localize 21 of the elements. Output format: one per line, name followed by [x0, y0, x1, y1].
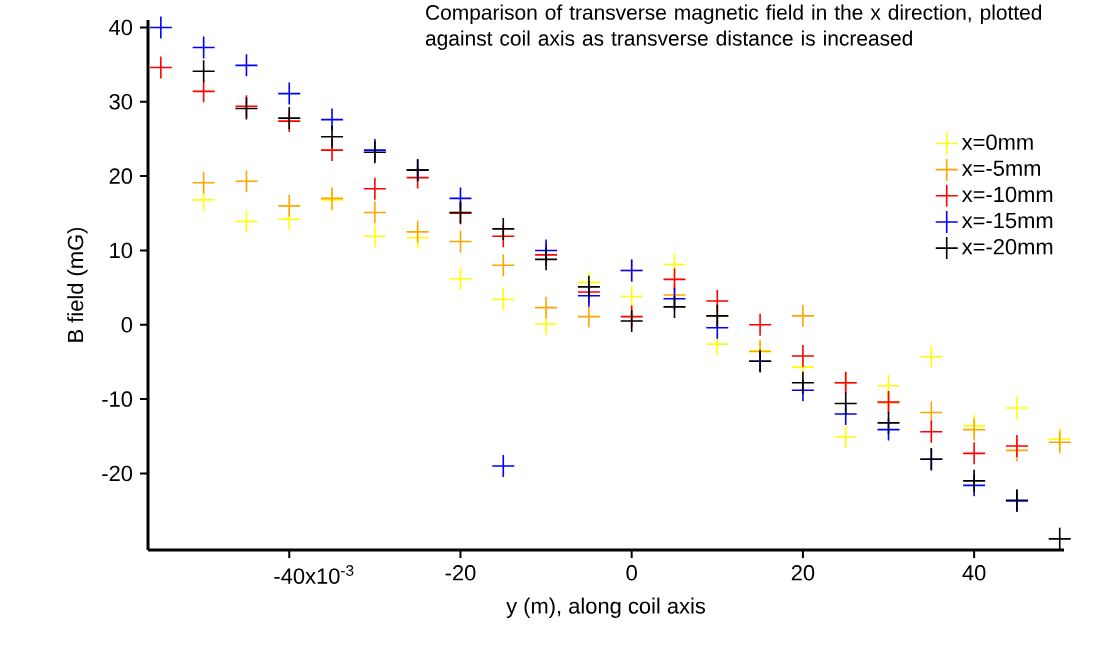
- y-tick-label: 20: [109, 168, 133, 184]
- x-tick-label: 40: [962, 565, 986, 581]
- legend-label: x=-15mm: [961, 212, 1053, 229]
- legend-label: x=-20mm: [961, 238, 1053, 255]
- y-tick-label: 30: [109, 94, 133, 110]
- x-tick-label: -20: [445, 565, 476, 581]
- y-tick-label: -20: [102, 465, 133, 482]
- legend-label: x=-5mm: [961, 160, 1041, 176]
- x-tick-label: 20: [791, 565, 815, 581]
- y-tick-label: 40: [109, 19, 133, 36]
- y-tick-label: 10: [110, 242, 133, 259]
- chart-title: Comparison of transverse magnetic field in the x direction, plotted against coil axis as transverse distance is increased: [425, 4, 1042, 50]
- x-tick-label: -40: [274, 568, 305, 584]
- y-axis-title: B field (mG): [67, 227, 88, 342]
- x-tick-label: 0: [626, 565, 637, 581]
- y-tick-label: -10: [102, 391, 133, 407]
- y-tick-label: 0: [121, 317, 133, 333]
- x-axis-title: y (m), along coil axis: [506, 597, 706, 618]
- text: x10$^{-3}$: [305, 565, 354, 584]
- legend-label: x=-10mm: [961, 186, 1053, 203]
- legend-label: x=0mm: [961, 134, 1033, 150]
